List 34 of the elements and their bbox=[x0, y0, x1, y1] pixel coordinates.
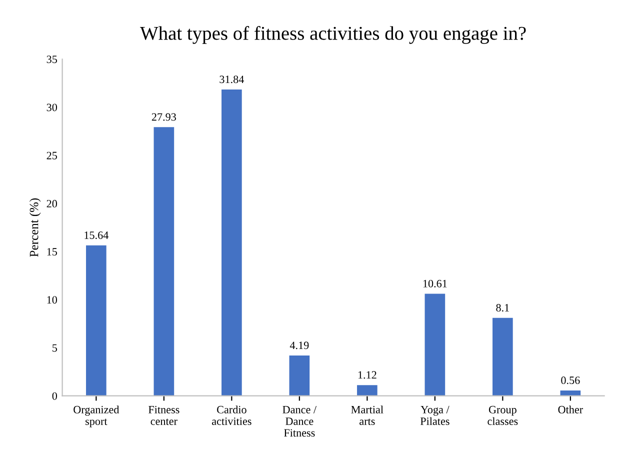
y-tick-label: 35 bbox=[46, 56, 58, 64]
y-tick-label: 20 bbox=[46, 200, 58, 208]
data-label: 15.64 bbox=[84, 232, 108, 240]
data-label: 8.1 bbox=[496, 304, 509, 312]
bar bbox=[289, 356, 310, 396]
y-tick-label: 15 bbox=[47, 248, 58, 256]
bar bbox=[424, 294, 446, 396]
y-tick-label: 30 bbox=[46, 104, 58, 112]
bar bbox=[560, 390, 581, 396]
x-tick-label: Martial arts bbox=[351, 406, 384, 426]
bar bbox=[154, 127, 174, 396]
y-tick-label: 0 bbox=[52, 392, 58, 400]
x-tick-label: Organized sport bbox=[74, 406, 120, 428]
data-label: 0.56 bbox=[561, 376, 580, 384]
x-tick-label: Dance / Dance Fitness bbox=[282, 406, 317, 437]
data-label: 4.19 bbox=[290, 342, 309, 350]
y-tick-label: 10 bbox=[47, 296, 58, 304]
x-tick-label: Group classes bbox=[488, 406, 518, 426]
x-tick-label: Other bbox=[558, 406, 583, 414]
bar bbox=[492, 318, 513, 396]
data-label: 27.93 bbox=[152, 113, 176, 121]
x-tick-label: Yoga / Pilates bbox=[420, 406, 450, 426]
data-label: 1.12 bbox=[358, 371, 376, 379]
y-tick-label: 5 bbox=[52, 344, 58, 352]
bar bbox=[357, 385, 378, 396]
x-tick-label: Fitness center bbox=[148, 406, 180, 426]
data-label: 10.61 bbox=[423, 280, 447, 288]
x-tick-label: Cardio activities bbox=[212, 406, 252, 426]
bar bbox=[222, 90, 242, 396]
data-label: 31.84 bbox=[220, 76, 244, 84]
chart-title: What types of fitness activities do you engage in? bbox=[140, 26, 526, 44]
bar bbox=[86, 245, 106, 396]
y-tick-label: 25 bbox=[46, 152, 58, 160]
y-axis-title: Percent (%) bbox=[29, 198, 41, 257]
